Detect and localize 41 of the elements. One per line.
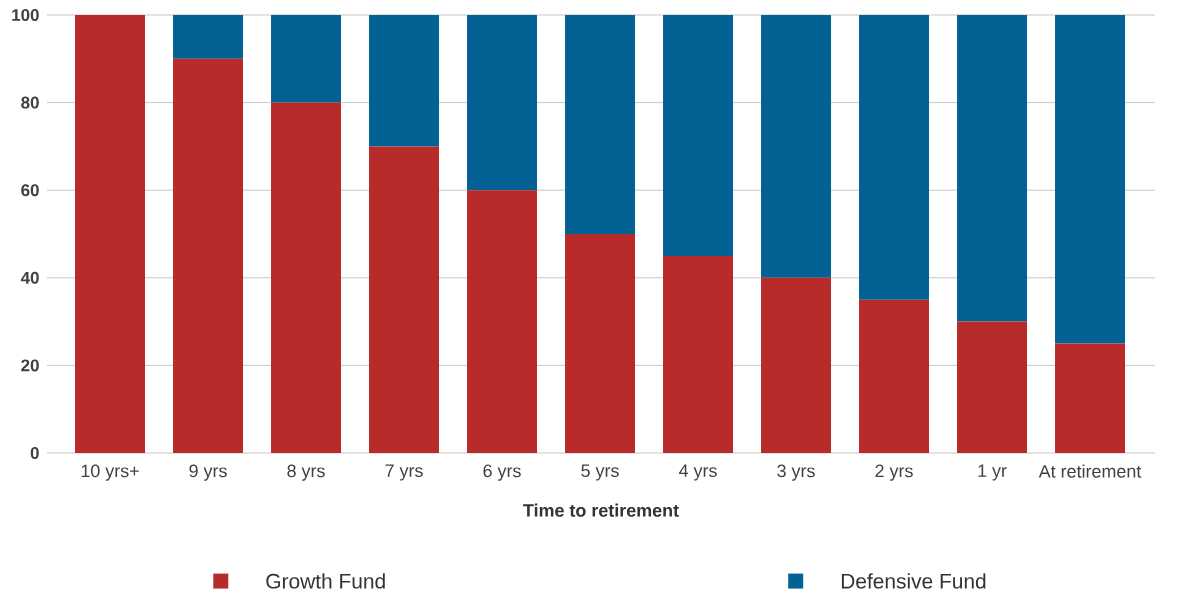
x-tick-label: 9 yrs <box>189 464 227 481</box>
x-tick-label: 7 yrs <box>385 464 423 481</box>
bar <box>565 15 636 234</box>
y-tick-label: 100 <box>12 9 39 21</box>
bar <box>173 58 244 453</box>
y-tick-label: 20 <box>21 359 39 372</box>
x-tick-label: At retirement <box>1038 464 1142 478</box>
legend-label: Defensive Fund <box>841 573 986 589</box>
bar <box>663 15 734 256</box>
y-tick-label: 40 <box>20 271 39 284</box>
x-tick-label: 4 yrs <box>679 464 717 481</box>
bar <box>271 102 342 453</box>
bar <box>663 255 734 453</box>
y-tick-label: 0 <box>30 447 39 459</box>
bar <box>369 146 440 453</box>
bar <box>1055 343 1126 453</box>
bar <box>369 15 440 147</box>
bar <box>1055 15 1126 344</box>
bar <box>467 15 538 191</box>
bar <box>467 190 538 453</box>
y-tick-label: 60 <box>21 184 39 197</box>
bar <box>859 15 930 300</box>
bar <box>271 15 342 103</box>
x-tick-label: 2 yrs <box>875 464 913 481</box>
bar <box>173 15 244 59</box>
bar <box>957 321 1028 453</box>
bar <box>565 234 636 453</box>
bar <box>761 277 832 453</box>
x-tick-label: 3 yrs <box>777 464 815 481</box>
legend-label: Growth Fund <box>266 573 385 589</box>
x-tick-label: 8 yrs <box>287 464 325 481</box>
x-tick-label: 10 yrs+ <box>81 464 139 481</box>
x-tick-label: 5 yrs <box>581 464 619 481</box>
x-tick-label: 1 yr <box>978 464 1007 481</box>
x-tick-label: 6 yrs <box>483 464 521 481</box>
y-tick-label: 80 <box>21 96 39 109</box>
bar <box>859 299 930 453</box>
bar <box>75 15 146 453</box>
x-axis-title: Time to retirement <box>523 503 679 517</box>
bar <box>957 15 1028 322</box>
bar <box>761 15 832 278</box>
